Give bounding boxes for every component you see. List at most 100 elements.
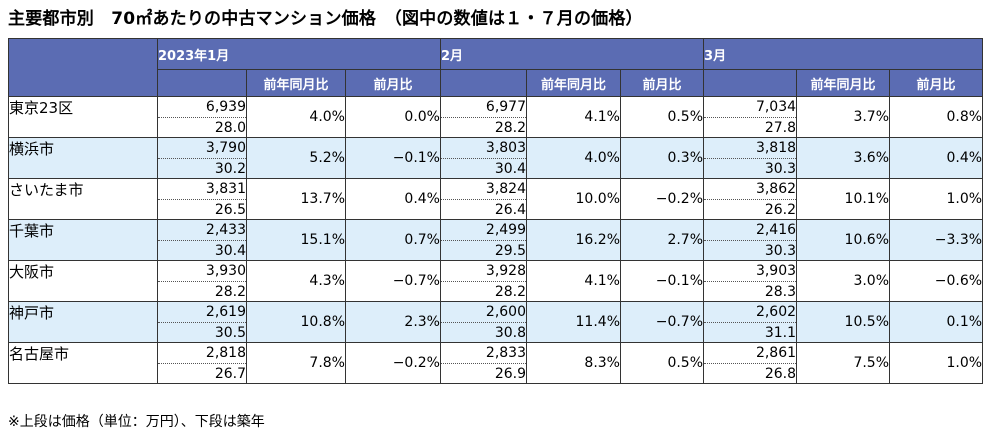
mom-change: 0.4% bbox=[889, 137, 984, 179]
building-age-value: 26.9 bbox=[494, 365, 526, 382]
blank-subheader bbox=[440, 69, 527, 97]
mom-change: 0.4% bbox=[345, 178, 441, 220]
month-header: 3月 bbox=[703, 38, 984, 70]
price-age-cell: 3,790 30.2 bbox=[157, 137, 247, 179]
mom-header: 前月比 bbox=[345, 69, 441, 97]
price-value: 3,790 bbox=[158, 139, 246, 159]
price-value: 2,818 bbox=[158, 344, 246, 364]
price-age-cell: 3,818 30.3 bbox=[703, 137, 798, 179]
price-age-cell: 2,416 30.3 bbox=[703, 219, 798, 261]
price-age-cell: 2,602 31.1 bbox=[703, 301, 798, 343]
price-value: 3,930 bbox=[158, 262, 246, 282]
yoy-change: 4.3% bbox=[246, 260, 346, 302]
price-table: 2023年1月 2月 3月 前年同月比 前月比 前年同月比 前月比 前年同月比 … bbox=[8, 38, 984, 384]
mom-change: 0.5% bbox=[619, 96, 705, 138]
price-value: 6,939 bbox=[158, 98, 246, 118]
yoy-change: 4.0% bbox=[246, 96, 346, 138]
price-age-cell: 3,862 26.2 bbox=[703, 178, 798, 220]
yoy-change: 4.1% bbox=[526, 96, 621, 138]
building-age-value: 28.2 bbox=[494, 119, 526, 136]
blank-subheader bbox=[157, 69, 247, 97]
price-value: 2,861 bbox=[704, 344, 797, 364]
building-age-value: 26.8 bbox=[764, 365, 797, 382]
price-value: 3,824 bbox=[441, 180, 526, 200]
building-age-value: 31.1 bbox=[764, 324, 797, 341]
city-name: 東京23区 bbox=[8, 96, 158, 138]
yoy-change: 7.5% bbox=[796, 342, 891, 384]
mom-change: 0.7% bbox=[345, 219, 441, 261]
yoy-header: 前年同月比 bbox=[526, 69, 621, 97]
price-age-cell: 2,833 26.9 bbox=[440, 342, 527, 384]
table-row: 千葉市 2,433 30.4 15.1% 0.7% 2,499 29.5 16.2% 2.7% 2… bbox=[8, 219, 984, 261]
building-age-value: 30.8 bbox=[494, 324, 526, 341]
yoy-header: 前年同月比 bbox=[796, 69, 891, 97]
mom-header: 前月比 bbox=[619, 69, 705, 97]
mom-header: 前月比 bbox=[889, 69, 984, 97]
table-row: 神戸市 2,619 30.5 10.8% 2.3% 2,600 30.8 11.4% −0.7%… bbox=[8, 301, 984, 343]
city-name: 神戸市 bbox=[8, 301, 158, 343]
city-name: 横浜市 bbox=[8, 137, 158, 179]
mom-change: −0.1% bbox=[619, 260, 705, 302]
price-value: 2,499 bbox=[441, 221, 526, 241]
city-name: さいたま市 bbox=[8, 178, 158, 220]
page-title: 主要都市別 70㎡あたりの中古マンション価格 （図中の数値は１・７月の価格） bbox=[8, 9, 643, 29]
price-value: 7,034 bbox=[704, 98, 797, 118]
yoy-change: 16.2% bbox=[526, 219, 621, 261]
price-value: 3,862 bbox=[704, 180, 797, 200]
price-age-cell: 3,903 28.3 bbox=[703, 260, 798, 302]
yoy-change: 3.6% bbox=[796, 137, 891, 179]
building-age-value: 30.4 bbox=[494, 160, 526, 177]
price-age-cell: 2,433 30.4 bbox=[157, 219, 247, 261]
month-header: 2月 bbox=[439, 38, 705, 70]
table-row: 名古屋市 2,818 26.7 7.8% −0.2% 2,833 26.9 8.3% 0.5% 2… bbox=[8, 342, 984, 384]
yoy-header: 前年同月比 bbox=[246, 69, 346, 97]
table-row: 大阪市 3,930 28.2 4.3% −0.7% 3,928 28.2 4.1% −0.1% 3… bbox=[8, 260, 984, 302]
price-value: 3,903 bbox=[704, 262, 797, 282]
price-age-cell: 2,818 26.7 bbox=[157, 342, 247, 384]
mom-change: 0.5% bbox=[619, 342, 705, 384]
building-age-value: 26.2 bbox=[764, 201, 797, 218]
month-header: 2023年1月 bbox=[157, 38, 441, 70]
building-age-value: 28.2 bbox=[214, 283, 246, 300]
building-age-value: 30.5 bbox=[214, 324, 246, 341]
mom-change: 1.0% bbox=[889, 342, 984, 384]
mom-change: 2.3% bbox=[345, 301, 441, 343]
yoy-change: 15.1% bbox=[246, 219, 346, 261]
price-age-cell: 3,824 26.4 bbox=[440, 178, 527, 220]
price-value: 3,928 bbox=[441, 262, 526, 282]
price-value: 3,831 bbox=[158, 180, 246, 200]
yoy-change: 8.3% bbox=[526, 342, 621, 384]
price-age-cell: 7,034 27.8 bbox=[703, 96, 798, 138]
yoy-change: 4.1% bbox=[526, 260, 621, 302]
mom-change: −0.2% bbox=[345, 342, 441, 384]
building-age-value: 28.0 bbox=[214, 119, 246, 136]
footnote: ※上段は価格（単位：万円）、下段は築年 bbox=[8, 414, 265, 430]
price-age-cell: 3,803 30.4 bbox=[440, 137, 527, 179]
mom-change: 0.1% bbox=[889, 301, 984, 343]
yoy-change: 13.7% bbox=[246, 178, 346, 220]
price-value: 3,803 bbox=[441, 139, 526, 159]
building-age-value: 28.3 bbox=[764, 283, 797, 300]
blank-subheader bbox=[703, 69, 798, 97]
yoy-change: 10.8% bbox=[246, 301, 346, 343]
price-age-cell: 2,619 30.5 bbox=[157, 301, 247, 343]
yoy-change: 3.0% bbox=[796, 260, 891, 302]
mom-change: 0.0% bbox=[345, 96, 441, 138]
price-age-cell: 2,861 26.8 bbox=[703, 342, 798, 384]
price-value: 6,977 bbox=[441, 98, 526, 118]
mom-change: 0.8% bbox=[889, 96, 984, 138]
mom-change: −0.6% bbox=[889, 260, 984, 302]
price-value: 2,416 bbox=[704, 221, 797, 241]
yoy-change: 10.0% bbox=[526, 178, 621, 220]
mom-change: 1.0% bbox=[889, 178, 984, 220]
building-age-value: 26.7 bbox=[214, 365, 246, 382]
price-age-cell: 2,499 29.5 bbox=[440, 219, 527, 261]
mom-change: −0.1% bbox=[345, 137, 441, 179]
price-age-cell: 3,928 28.2 bbox=[440, 260, 527, 302]
price-age-cell: 3,831 26.5 bbox=[157, 178, 247, 220]
yoy-change: 10.1% bbox=[796, 178, 891, 220]
price-value: 3,818 bbox=[704, 139, 797, 159]
yoy-change: 10.5% bbox=[796, 301, 891, 343]
yoy-change: 3.7% bbox=[796, 96, 891, 138]
corner-header bbox=[8, 38, 158, 97]
